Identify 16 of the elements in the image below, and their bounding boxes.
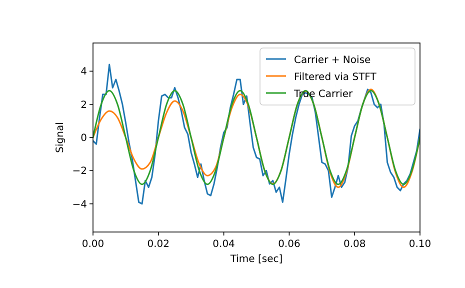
legend-label: Carrier + Noise [294,55,371,66]
y-tick-label: 2 [80,100,87,111]
y-tick-label: −4 [72,199,87,210]
y-tick-label: 4 [80,66,87,78]
x-tick-label: 0.02 [147,239,170,250]
x-tick-label: 0.10 [408,239,432,250]
x-axis-title: Time [sec] [229,254,283,265]
y-tick-label: 0 [80,133,87,144]
legend-label: Filtered via STFT [294,72,378,83]
x-tick-label: 0.04 [212,239,235,250]
x-tick-label: 0.00 [82,239,104,250]
x-tick-label: 0.08 [343,239,366,250]
line-series [93,64,420,205]
y-tick-label: −2 [72,166,87,178]
y-axis-title: Signal [55,122,66,153]
x-tick-label: 0.06 [278,239,300,250]
